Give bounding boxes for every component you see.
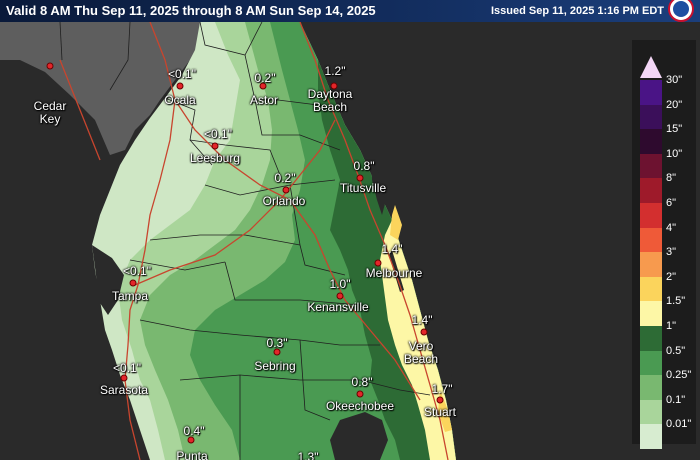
city-name-label: Melbourne xyxy=(365,266,423,280)
legend-label: 10" xyxy=(666,147,683,160)
legend-label: 1.5" xyxy=(666,295,686,308)
city-marker-icon xyxy=(282,186,290,194)
legend-swatch xyxy=(640,80,662,106)
city-marker-icon xyxy=(259,82,267,90)
rainfall-value-label: 1.4" xyxy=(411,313,433,327)
north-land-region xyxy=(0,22,205,155)
road-i95 xyxy=(299,21,449,460)
legend-label: 3" xyxy=(666,246,677,259)
legend-label: 4" xyxy=(666,221,677,234)
rainfall-value-label: 0.8" xyxy=(351,375,373,389)
legend-label: 6" xyxy=(666,197,677,209)
rainfall-value-label: 1.2" xyxy=(324,64,346,78)
city-name-label: Titusville xyxy=(339,181,387,195)
legend-label: 2" xyxy=(666,270,677,283)
legend-label: 30" xyxy=(666,74,683,86)
rain-band-2 xyxy=(390,205,452,432)
city-name-label: Daytona Beach xyxy=(307,87,353,114)
city-name-label: Stuart xyxy=(423,405,457,419)
rainfall-value-label: 0.3" xyxy=(266,336,288,350)
city-name-label: Astor xyxy=(249,93,279,107)
rainfall-value-label: 0.8" xyxy=(353,159,375,173)
city-marker-icon xyxy=(420,328,428,336)
legend-swatch xyxy=(640,178,662,204)
rainfall-value-label: 1.7" xyxy=(431,382,453,396)
legend-swatch xyxy=(640,326,662,352)
legend-label: 20" xyxy=(666,98,683,111)
city-name-label: Leesburg xyxy=(189,151,241,165)
legend-swatch xyxy=(640,129,662,155)
city-marker-icon xyxy=(46,62,54,70)
city-name-label: Kenansville xyxy=(307,300,369,314)
legend-label: 8" xyxy=(666,172,677,185)
city-marker-icon xyxy=(374,259,382,267)
road-turnpike xyxy=(174,99,421,401)
legend-label: 0.1" xyxy=(666,393,686,406)
rainfall-value-label: <0.1" xyxy=(113,361,141,375)
header-bar: Valid 8 AM Thu Sep 11, 2025 through 8 AM… xyxy=(0,0,700,22)
road-us27 xyxy=(59,59,101,161)
city-marker-icon xyxy=(176,82,184,90)
legend-label: 15" xyxy=(666,123,683,136)
city-name-label: Vero Beach xyxy=(403,339,439,366)
city-marker-icon xyxy=(356,390,364,398)
legend-label: 0.25" xyxy=(666,369,692,382)
rainfall-value-label: <0.1" xyxy=(123,264,151,278)
rainfall-value-label: 0.2" xyxy=(254,71,276,85)
city-marker-icon xyxy=(330,82,338,90)
county-lines xyxy=(59,21,431,460)
legend-swatch xyxy=(640,424,662,450)
rainfall-value-label: 1.4" xyxy=(381,242,403,256)
rainfall-value-label: 1.0" xyxy=(329,277,351,291)
legend-swatch xyxy=(640,375,662,401)
legend-max-arrow-icon xyxy=(640,56,662,78)
city-name-label: Okeechobee xyxy=(325,399,395,413)
city-name-label: Sarasota xyxy=(99,383,149,397)
legend-swatch xyxy=(640,276,662,302)
issued-time-text: Issued Sep 11, 2025 1:16 PM EDT xyxy=(490,5,664,17)
legend-swatch xyxy=(640,350,662,376)
city-marker-icon xyxy=(187,436,195,444)
precipitation-legend: 30" 20" 15" 10" 8" 6" 4" 3" 2" 1.5" 1" 0.5" 0.25" 0.1… xyxy=(632,40,696,450)
legend-label: 0.5" xyxy=(666,344,686,357)
legend-swatch xyxy=(640,252,662,278)
city-name-label: Orlando xyxy=(262,194,306,208)
rainfall-value-label: <0.1" xyxy=(168,67,196,81)
legend-swatch xyxy=(640,399,662,425)
lake-okeechobee xyxy=(330,412,388,460)
header-background xyxy=(0,0,700,22)
city-marker-icon xyxy=(356,174,364,182)
legend-swatch xyxy=(640,104,662,130)
rainfall-value-label: 1.3" xyxy=(297,450,319,460)
indian-river-lagoon xyxy=(372,160,404,292)
rainfall-value-label: <0.1" xyxy=(204,127,232,141)
city-name-label: Sebring xyxy=(254,359,296,373)
legend-swatch xyxy=(640,227,662,253)
city-name-label: Ocala xyxy=(164,93,196,107)
city-name-label: Punta xyxy=(176,449,208,460)
legend-swatch xyxy=(640,301,662,327)
rainfall-value-label: 0.2" xyxy=(274,171,296,185)
city-marker-icon xyxy=(436,396,444,404)
tampa-bay xyxy=(92,245,124,315)
city-marker-icon xyxy=(273,348,281,356)
city-name-label: Cedar Key xyxy=(33,99,67,126)
road-i4 xyxy=(134,119,336,286)
rainfall-value-label: 0.4" xyxy=(183,424,205,438)
city-marker-icon xyxy=(211,142,219,150)
city-name-label: Tampa xyxy=(111,289,149,303)
valid-period-text: Valid 8 AM Thu Sep 11, 2025 through 8 AM… xyxy=(6,3,376,18)
city-marker-icon xyxy=(120,374,128,382)
legend-label: 1" xyxy=(666,320,677,332)
legend-swatch xyxy=(640,203,662,229)
city-marker-icon xyxy=(129,279,137,287)
legend-swatch xyxy=(640,153,662,179)
noaa-logo-icon xyxy=(668,0,694,22)
city-marker-icon xyxy=(336,292,344,300)
legend-label: 0.01" xyxy=(666,418,692,431)
